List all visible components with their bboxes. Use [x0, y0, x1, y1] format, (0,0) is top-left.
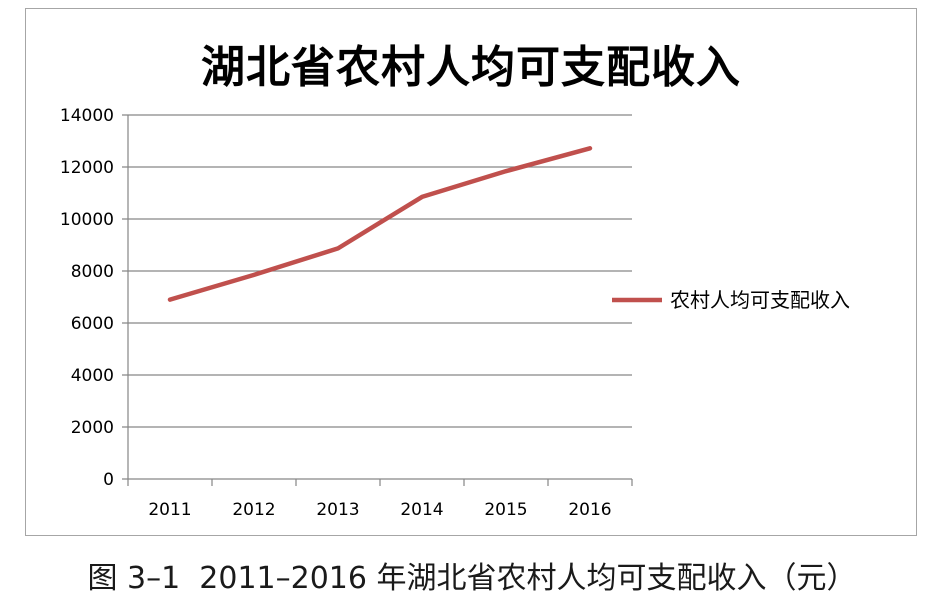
- figure-caption: 图 3–1 2011–2016 年湖北省农村人均可支配收入（元）: [87, 561, 857, 596]
- y-tick-label: 12000: [60, 158, 114, 178]
- x-tick-label: 2013: [316, 500, 359, 520]
- data-point: [252, 273, 256, 277]
- data-point: [336, 246, 340, 250]
- legend-label: 农村人均可支配收入: [670, 288, 850, 312]
- y-tick-label: 14000: [60, 106, 114, 126]
- y-tick-label: 6000: [71, 314, 114, 334]
- y-tick-label: 8000: [71, 262, 114, 282]
- x-tick-label: 2015: [484, 500, 527, 520]
- x-tick-label: 2012: [232, 500, 275, 520]
- series-line: [167, 146, 593, 302]
- x-tick-label: 2011: [148, 500, 191, 520]
- data-point: [588, 146, 592, 150]
- x-tick-label: 2016: [568, 500, 611, 520]
- data-point: [504, 169, 508, 173]
- y-tick-label: 10000: [60, 210, 114, 230]
- chart-frame: 湖北省农村人均可支配收入: [25, 8, 917, 536]
- y-tick-label: 2000: [71, 418, 114, 438]
- y-tick-label: 4000: [71, 366, 114, 386]
- data-point: [420, 195, 424, 199]
- y-tick-label: 0: [103, 470, 114, 490]
- data-point: [168, 298, 172, 302]
- chart-title: 湖北省农村人均可支配收入: [201, 42, 741, 93]
- x-tick-label: 2014: [400, 500, 443, 520]
